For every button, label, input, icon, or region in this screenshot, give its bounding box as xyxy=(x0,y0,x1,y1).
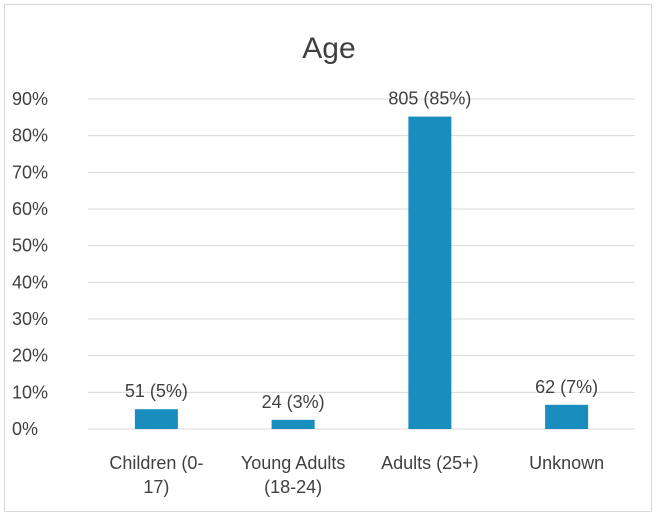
y-tick-label: 0% xyxy=(12,419,38,439)
x-category-label-line: Young Adults xyxy=(241,453,345,473)
x-category-label: Adults (25+) xyxy=(381,453,479,473)
x-category-label: Young Adults (18-24) xyxy=(241,453,345,497)
y-tick-label: 70% xyxy=(12,162,48,182)
x-axis-category-labels: Children (0- 17) Young Adults (18-24) Adults… xyxy=(109,453,604,497)
y-tick-label: 40% xyxy=(12,272,48,292)
data-label: 24 (3%) xyxy=(262,392,325,412)
y-tick-label: 20% xyxy=(12,346,48,366)
x-category-label-line: (18-24) xyxy=(264,477,322,497)
y-tick-label: 80% xyxy=(12,126,48,146)
x-category-label: Unknown xyxy=(529,453,604,473)
x-category-label-line: 17) xyxy=(143,477,169,497)
y-tick-label: 50% xyxy=(12,236,48,256)
bar xyxy=(545,404,589,429)
y-tick-label: 90% xyxy=(12,89,48,109)
x-category-label-line: Unknown xyxy=(529,453,604,473)
y-tick-label: 60% xyxy=(12,199,48,219)
y-tick-label: 10% xyxy=(12,382,48,402)
x-category-label-line: Children (0- xyxy=(109,453,203,473)
data-label: 62 (7%) xyxy=(535,377,598,397)
bar xyxy=(408,116,452,429)
y-axis-tick-labels: 0% 10% 20% 30% 40% 50% 60% 70% 80% 90% xyxy=(12,89,48,439)
chart-title: Age xyxy=(302,32,355,65)
gridlines xyxy=(88,98,635,430)
x-category-label: Children (0- 17) xyxy=(109,453,203,497)
data-labels: 51 (5%) 24 (3%) 805 (85%) 62 (7%) xyxy=(125,89,598,412)
x-category-label-line: Adults (25+) xyxy=(381,453,479,473)
bars xyxy=(134,116,589,429)
y-tick-label: 30% xyxy=(12,309,48,329)
data-label: 51 (5%) xyxy=(125,381,188,401)
bar xyxy=(134,409,178,429)
data-label: 805 (85%) xyxy=(388,89,471,109)
bar xyxy=(271,419,315,429)
chart-frame xyxy=(4,4,652,512)
